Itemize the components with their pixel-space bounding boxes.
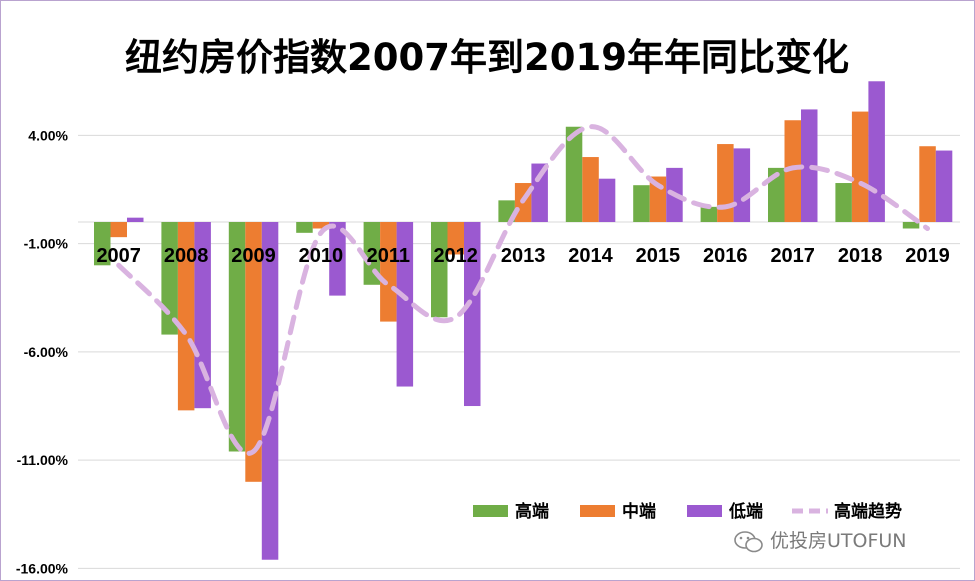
bar-2014-中端 <box>582 157 599 222</box>
y-axis: 4.00% -1.00% -6.00% -11.00% -16.00% <box>16 127 69 576</box>
y-tick-label: -11.00% <box>17 452 69 468</box>
bar-2010-低端 <box>329 222 346 296</box>
x-tick-label: 2015 <box>636 245 681 267</box>
bar-2018-低端 <box>868 81 885 223</box>
bar-2018-高端 <box>835 183 852 222</box>
bar-2008-低端 <box>194 222 211 409</box>
y-tick-label: -16.00% <box>16 560 69 576</box>
x-tick-label: 2019 <box>905 245 950 267</box>
x-tick-label: 2017 <box>770 245 815 267</box>
bar-2007-高端 <box>94 222 111 266</box>
bar-2012-高端 <box>431 222 448 318</box>
bar-2010-高端 <box>296 222 313 233</box>
bar-2008-中端 <box>177 222 195 411</box>
legend-label: 低端 <box>728 501 763 522</box>
bar-2016-低端 <box>733 148 751 222</box>
legend: 高端 中端 低端 高端趋势 <box>473 501 902 522</box>
bars <box>94 81 953 560</box>
y-tick-label: -6.00% <box>24 344 69 360</box>
x-tick-label: 2014 <box>568 245 613 267</box>
bar-2018-中端 <box>851 111 869 222</box>
bar-2019-低端 <box>935 150 953 222</box>
legend-swatch <box>687 505 722 517</box>
bar-2016-高端 <box>700 206 718 222</box>
bar-2015-高端 <box>633 185 650 222</box>
bar-2019-高端 <box>902 222 920 229</box>
bar-2017-中端 <box>784 120 801 222</box>
x-tick-label: 2008 <box>164 245 209 267</box>
bar-2017-高端 <box>768 167 785 222</box>
bar-2012-中端 <box>447 222 464 255</box>
watermark-text: 优投房UTOFUN <box>770 530 907 552</box>
trend-line-path <box>116 124 930 456</box>
bar-2009-高端 <box>228 222 246 452</box>
legend-swatch <box>580 505 615 517</box>
wechat-icon <box>734 531 763 553</box>
bar-2011-中端 <box>380 222 397 322</box>
bar-2009-中端 <box>245 222 262 482</box>
x-tick-label: 2009 <box>231 245 276 267</box>
legend-label: 高端趋势 <box>834 501 902 522</box>
x-tick-label: 2018 <box>838 245 883 267</box>
bar-2014-高端 <box>565 126 583 222</box>
bar-2007-中端 <box>110 222 127 238</box>
bar-2011-高端 <box>363 222 381 285</box>
bar-2017-低端 <box>801 109 818 222</box>
bar-2009-低端 <box>261 222 279 560</box>
x-tick-label: 2013 <box>501 245 546 267</box>
x-tick-label: 2011 <box>367 245 410 267</box>
legend-swatch <box>473 505 508 517</box>
watermark: 优投房UTOFUN <box>734 530 907 553</box>
legend-item: 低端 <box>687 501 763 522</box>
bar-2016-中端 <box>717 144 734 222</box>
legend-item: 中端 <box>580 501 656 522</box>
y-tick-label: -1.00% <box>24 236 69 252</box>
bar-2011-低端 <box>396 222 414 387</box>
bar-2014-低端 <box>598 178 616 222</box>
x-tick-label: 2012 <box>433 245 478 267</box>
x-tick-label: 2016 <box>703 245 748 267</box>
bar-2012-低端 <box>464 222 481 407</box>
legend-item: 高端 <box>473 501 549 522</box>
legend-label: 中端 <box>622 501 656 522</box>
bar-2019-中端 <box>919 146 936 222</box>
chart-title: 纽约房价指数2007年到2019年年同比变化 <box>125 36 849 79</box>
x-tick-label: 2010 <box>299 245 344 267</box>
legend-item: 高端趋势 <box>792 501 902 522</box>
y-tick-label: 4.00% <box>28 127 68 143</box>
legend-label: 高端 <box>515 501 549 522</box>
x-tick-label: 2007 <box>96 245 141 267</box>
trend-line <box>116 124 930 456</box>
bar-2010-中端 <box>312 222 330 229</box>
bar-2007-低端 <box>127 217 144 222</box>
x-axis: 2007 2008 2009 2010 2011 2012 2013 2014 2015 2016… <box>96 245 949 267</box>
